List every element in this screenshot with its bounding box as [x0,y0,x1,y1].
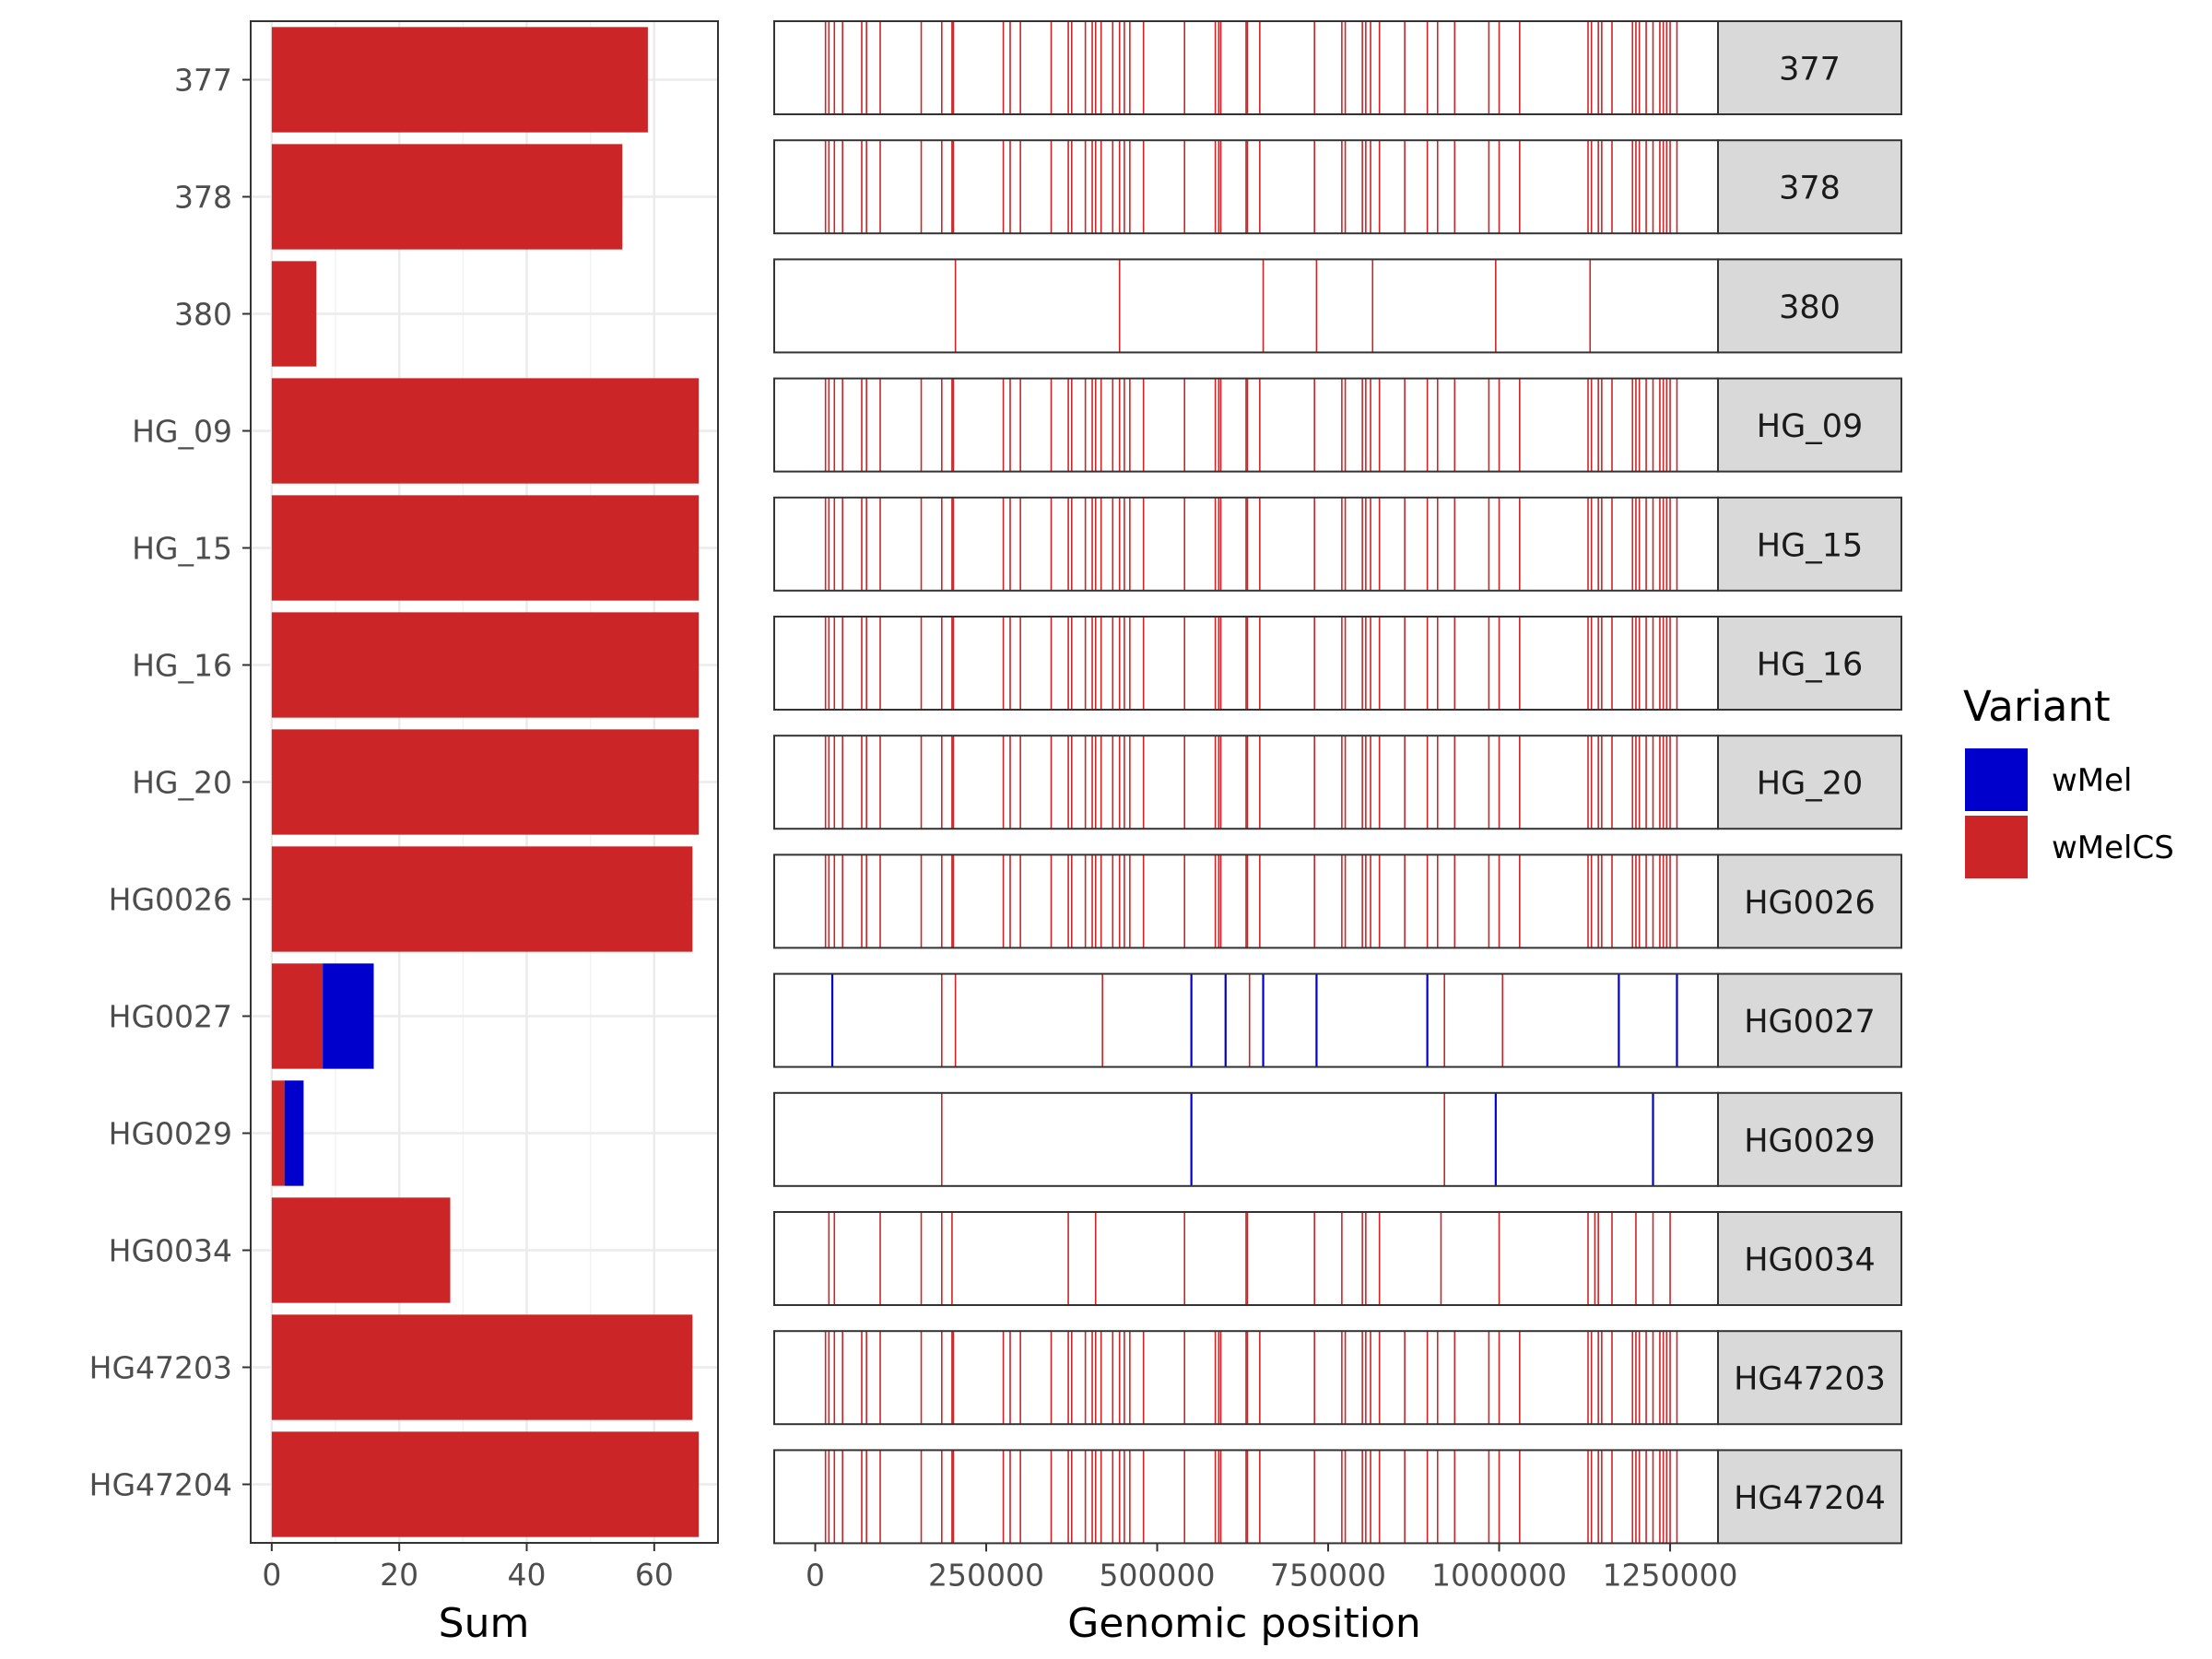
legend-swatch-wmel [1965,748,2028,811]
facet-strip-box [1717,496,1902,592]
facet-strip-box [1717,1211,1902,1306]
facet-strip-box [1717,139,1902,235]
strip-x-axis: 0 250000 500000 750000 1000000 1250000 [806,1543,1738,1593]
strip-x-tick-label: 0 [806,1557,825,1593]
bar-y-tick-label: HG47204 [89,1467,232,1503]
bar-y-axis: 377 378 380 HG_09 HG_15 HG_16 HG_20 HG0026 HG002… [89,63,251,1503]
facet-strip-box [1717,377,1902,473]
facet-hg0034: HG0034 [773,1211,1902,1306]
bar-hg0034-wmelcs [271,1197,451,1303]
facet-hg47204: HG47204 [773,1449,1902,1545]
facet-strip-box [1717,1449,1902,1545]
facet-hg-16: HG_16 [773,616,1902,711]
bar-x-tick-label: 60 [635,1557,674,1593]
facet-380: 380 [773,258,1902,354]
bar-hg47204-wmelcs [271,1431,700,1537]
facet-strip-box [1717,1330,1902,1426]
bar-y-tick-label: HG_09 [132,414,232,450]
facet-strip-box [1717,616,1902,711]
facet-strip-label: HG0026 [1744,885,1876,922]
facet-strip-box [1717,1091,1902,1187]
bar-hg0027-wmelcs [271,963,324,1069]
facet-strip-label: 377 [1779,52,1841,88]
bar-380-wmelcs [271,261,317,367]
facet-hg0026: HG0026 [773,853,1902,949]
strip-x-tick-label: 1250000 [1603,1557,1738,1593]
bar-y-tick-label: HG_20 [132,765,232,801]
bar-hg-15-wmelcs [271,495,700,601]
facet-strip-label: HG0029 [1744,1123,1876,1159]
facet-strip-box [1717,258,1902,354]
bar-y-tick-label: HG47203 [89,1350,232,1386]
facet-strip-label: 378 [1779,171,1841,207]
bar-hg0027-wmel [323,963,374,1069]
bar-hg0029-wmelcs [271,1080,285,1186]
bar-x-tick-label: 0 [262,1557,281,1593]
facet-strip-box [1717,735,1902,830]
facet-hg0029: HG0029 [773,1091,1902,1187]
bar-y-tick-label: HG0026 [109,882,232,918]
facet-panel-background [774,1092,1718,1186]
legend-swatch-wmelcs [1965,816,2028,878]
bar-377-wmelcs [271,27,648,133]
bar-hg-09-wmelcs [271,378,700,484]
bar-chart-panel: 377 378 380 HG_09 HG_15 HG_16 HG_20 HG0026 HG002… [89,20,719,1647]
facet-strip-label: HG_16 [1757,647,1863,684]
bar-hg0026-wmelcs [271,846,693,952]
strip-facets: 377 378 380 HG_09 HG_15 HG_16 HG_20 HG0026 HG002… [773,20,1902,1545]
legend-label-wmel: wMel [2052,762,2133,799]
bar-x-axis: 0 20 40 60 [262,1543,674,1593]
bar-y-tick-label: 380 [174,297,232,333]
facet-378: 378 [773,139,1902,235]
bar-y-tick-label: HG_16 [132,648,232,684]
strip-x-axis-title: Genomic position [1067,1600,1421,1647]
bar-hg0029-wmel [284,1080,304,1186]
bar-hg47203-wmelcs [271,1314,693,1420]
facet-strip-box [1717,853,1902,949]
strip-x-tick-label: 500000 [1100,1557,1216,1593]
bar-y-tick-label: HG0029 [109,1116,232,1152]
facet-hg-15: HG_15 [773,496,1902,592]
bar-hg-20-wmelcs [271,729,700,835]
legend-label-wmelcs: wMelCS [2052,830,2174,866]
strip-x-tick-label: 750000 [1270,1557,1386,1593]
bar-y-tick-label: HG0034 [109,1233,232,1269]
facet-strip-box [1717,20,1902,115]
bar-y-tick-label: HG_15 [132,531,232,567]
facet-strip-label: 380 [1779,289,1841,326]
facet-strip-label: HG_09 [1757,408,1863,445]
bar-y-tick-label: 377 [174,63,232,99]
facet-strip-label: HG47203 [1734,1361,1886,1398]
bar-y-tick-label: HG0027 [109,999,232,1035]
facet-strip-label: HG_15 [1757,527,1863,564]
facet-strip-label: HG0027 [1744,1004,1876,1041]
facet-strip-label: HG47204 [1734,1480,1886,1517]
facet-strip-label: HG0034 [1744,1242,1876,1279]
genomic-strip-panel: 377 378 380 HG_09 HG_15 HG_16 HG_20 HG0026 HG002… [773,20,1902,1647]
legend-title: Variant [1963,682,2111,731]
facet-panel-background [774,973,1718,1067]
strip-x-tick-label: 1000000 [1431,1557,1567,1593]
facet-hg-20: HG_20 [773,735,1902,830]
facet-hg-09: HG_09 [773,377,1902,473]
bar-x-tick-label: 40 [507,1557,546,1593]
strip-x-tick-label: 250000 [928,1557,1044,1593]
legend: Variant wMel wMelCS [1963,682,2174,878]
facet-377: 377 [773,20,1902,115]
facet-panel-background [774,259,1718,353]
facet-hg0027: HG0027 [773,972,1902,1068]
bar-x-tick-label: 20 [380,1557,418,1593]
bar-marks [271,27,700,1537]
bar-hg-16-wmelcs [271,612,700,718]
facet-hg47203: HG47203 [773,1330,1902,1426]
facet-strip-box [1717,972,1902,1068]
bar-378-wmelcs [271,144,623,250]
bar-y-tick-label: 378 [174,180,232,216]
facet-strip-label: HG_20 [1757,766,1863,803]
bar-x-axis-title: Sum [439,1600,530,1647]
